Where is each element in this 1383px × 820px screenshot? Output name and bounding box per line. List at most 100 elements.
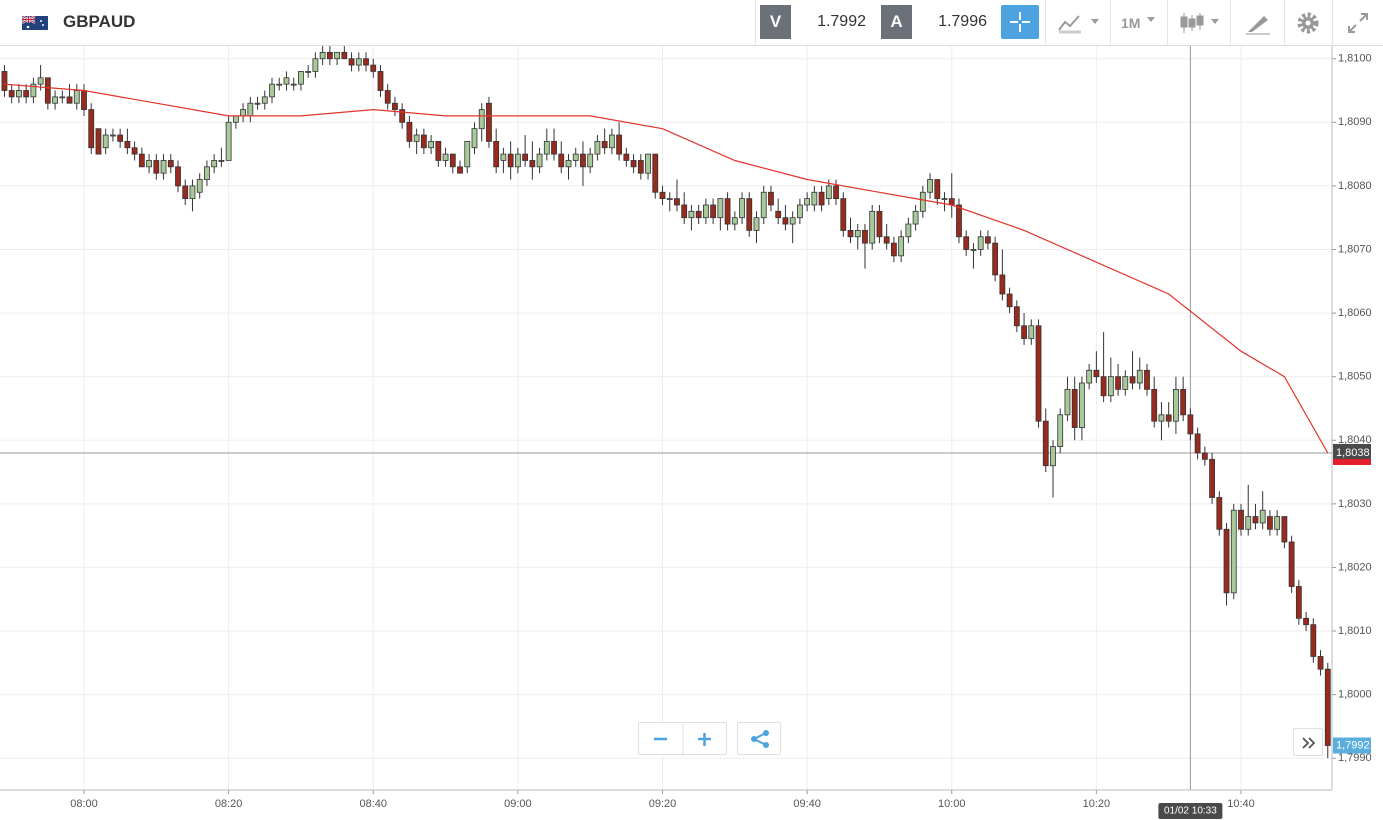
candle-body [862,230,868,244]
x-tick-label: 08:40 [359,798,387,810]
candle-body [1057,414,1064,448]
candle-body [1158,414,1165,422]
candle-body [225,121,232,161]
candle-body [1303,617,1309,626]
scroll-end-button[interactable] [1293,728,1323,756]
candle-body [341,51,348,60]
candle-body [1165,414,1172,422]
ask-label[interactable]: A [881,5,912,39]
candle-body [775,210,782,219]
candle-body [1115,376,1121,390]
zoom-controls [638,722,727,756]
candle-body [522,153,529,161]
candle-body [688,210,695,219]
y-tick-label: 1,8040 [1338,434,1372,446]
candle-body [486,102,492,142]
ask-price[interactable]: 1.7996 [938,13,987,30]
candle-body [1144,369,1150,390]
candle-body [1230,509,1237,594]
fullscreen-button[interactable] [1345,10,1371,36]
candle-body [298,71,304,85]
candle-body [110,134,116,137]
share-icon [751,730,769,748]
x-tick-label: 10:40 [1227,798,1255,810]
candle-body [695,210,702,219]
candle-body [1216,497,1223,530]
candle-body [449,153,456,168]
y-tick-label: 1,8030 [1338,498,1372,510]
candle-body [652,153,659,193]
x-tick-label: 08:00 [70,798,98,810]
candle-body [717,198,724,219]
candle-body [1006,293,1013,308]
candle-body [869,210,876,244]
candle-body [1100,376,1107,397]
last-price-box [1333,737,1371,754]
candle-body [290,83,297,86]
candle-body [565,160,572,168]
candle-body [1180,388,1187,416]
candle-body [182,185,189,200]
candle-body [782,217,789,225]
candle-body [16,90,22,98]
candle-body [23,90,30,98]
x-tick-label: 10:00 [938,798,966,810]
candle-body [977,236,984,250]
candle-body [1259,509,1266,524]
candle-body [88,109,95,149]
candle-body [543,140,550,155]
share-button[interactable] [737,722,781,755]
timeframe[interactable]: 1M [1121,15,1141,31]
candle-body [1107,376,1114,397]
candle-body [970,249,977,251]
candle-body [1013,306,1020,327]
candle-body [1122,376,1129,390]
candle-body [789,217,796,225]
candle-body [471,128,478,149]
candle-body [956,204,962,238]
candle-body [681,204,688,219]
candle-body [384,90,391,104]
candle-body [912,210,919,225]
candle-body [674,198,680,206]
candle-body [1042,420,1049,467]
candle-body [240,109,246,117]
draw-tool-button[interactable] [1244,10,1272,36]
candle-type-button[interactable] [1178,10,1224,36]
candle-body [392,102,398,110]
candle-body [1021,325,1027,339]
candle-body [551,140,557,155]
crosshair-button[interactable] [1001,5,1039,39]
candle-body [702,204,709,219]
candle-body [1274,516,1281,530]
candle-body [1,71,8,91]
candle-body [305,71,312,73]
candle-body [1187,414,1194,435]
candle-body [117,134,124,142]
chart-type-button[interactable] [1055,10,1103,36]
flag-icon [22,16,48,30]
candle-body [623,153,630,161]
candle-body [1035,325,1042,422]
candle-body [73,90,80,104]
candle-body [283,77,290,85]
candle-body [377,71,384,91]
settings-button[interactable] [1295,10,1321,36]
candle-body [1079,382,1085,428]
candle-body [963,236,970,250]
candle-body [760,191,767,219]
candle-body [746,198,753,231]
candle-body [948,198,955,206]
candle-body [124,140,131,149]
bid-label[interactable]: V [760,5,791,39]
bid-price[interactable]: 1.7992 [817,13,866,30]
candle-body [189,185,196,200]
candle-body [934,179,941,200]
crosshair-price-box [1333,443,1371,462]
candle-body [1201,452,1208,460]
candle-body [102,134,109,149]
candle-body [81,90,87,110]
candle-body [232,115,239,123]
candle-body [854,230,861,238]
